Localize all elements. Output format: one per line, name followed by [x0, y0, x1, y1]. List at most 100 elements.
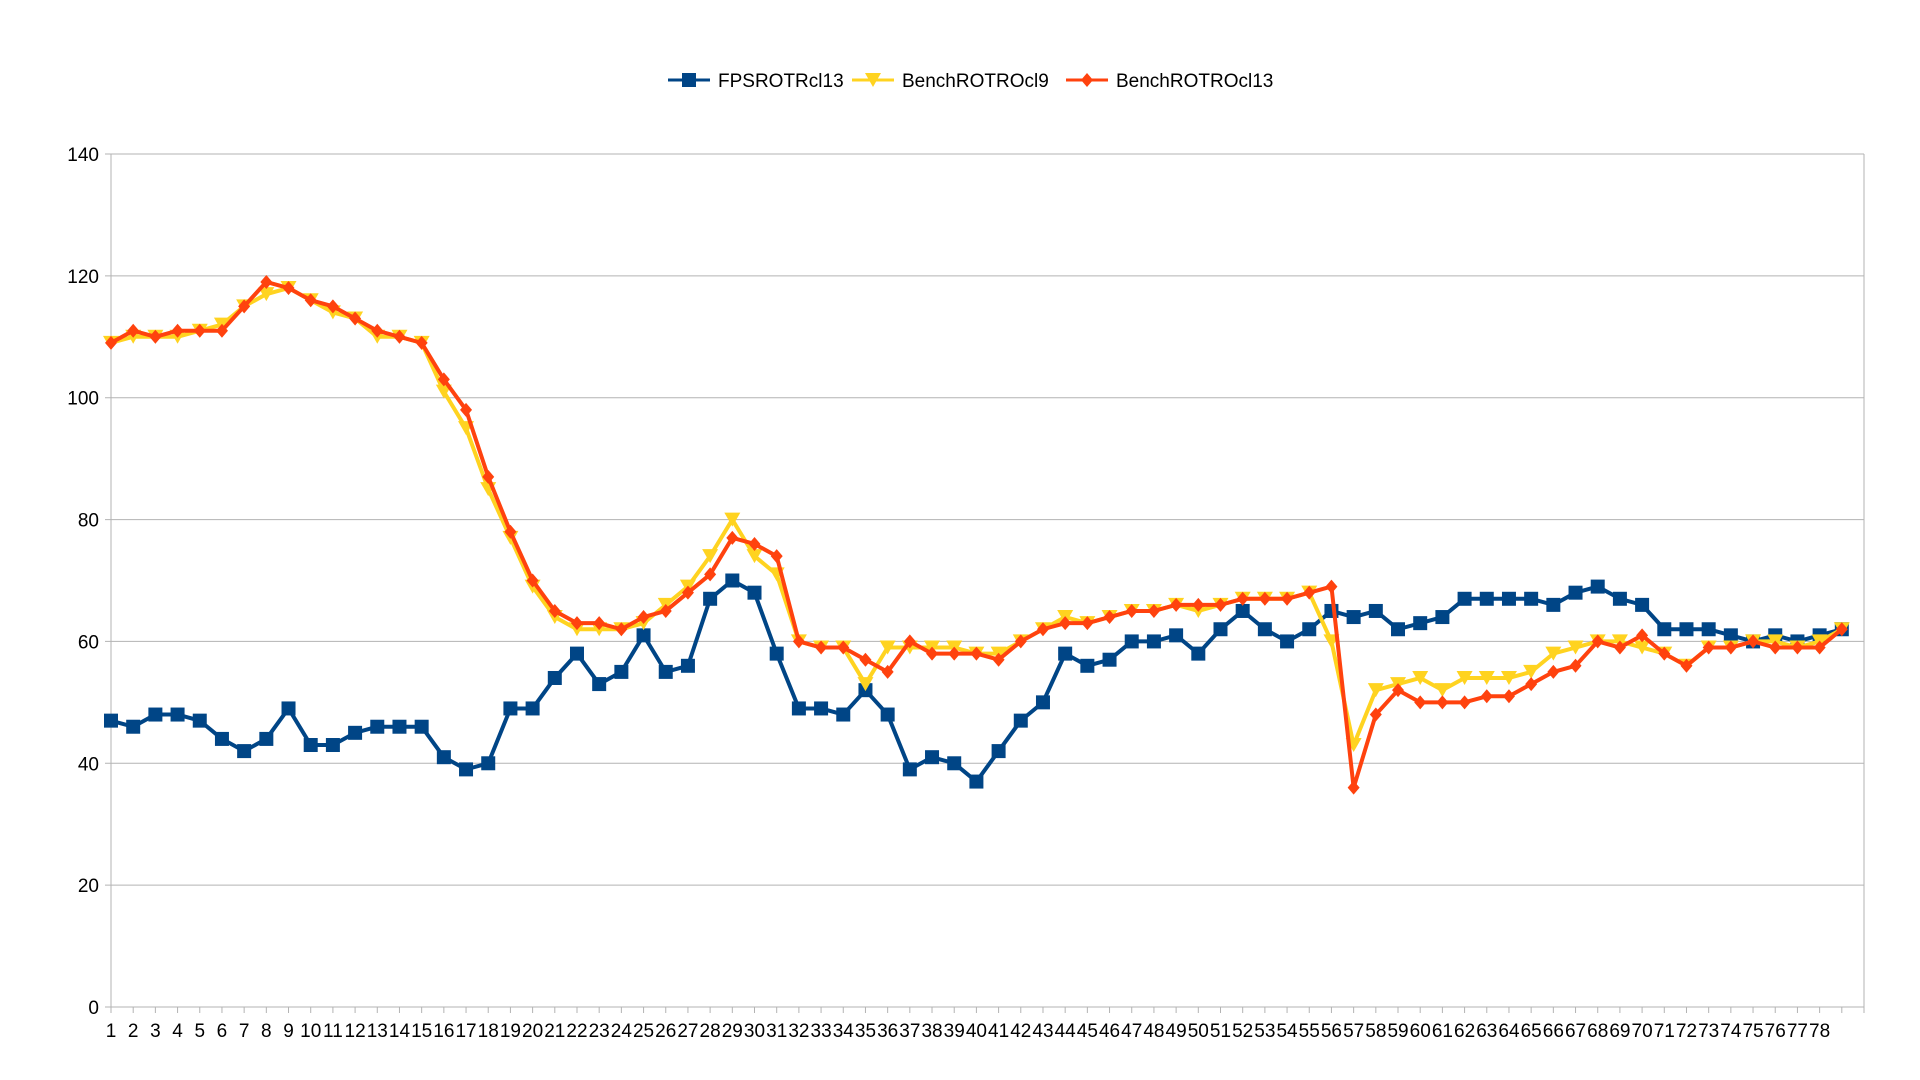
data-point — [148, 707, 163, 722]
data-point — [237, 744, 252, 759]
x-tick-label: 17 — [455, 1021, 476, 1042]
data-series — [103, 274, 1850, 795]
x-tick-label: 66 — [1543, 1021, 1564, 1042]
x-tick-label: 57 — [1343, 1021, 1364, 1042]
x-tick-label: 9 — [283, 1021, 294, 1042]
data-point — [1657, 622, 1672, 637]
x-tick-label: 75 — [1742, 1021, 1763, 1042]
x-tick-label: 47 — [1121, 1021, 1142, 1042]
data-point — [1545, 646, 1562, 661]
data-point — [1347, 780, 1360, 795]
legend-item: FPSROTRcl13 — [668, 71, 844, 92]
data-point — [902, 762, 917, 777]
data-point — [680, 658, 695, 673]
data-point — [1325, 579, 1338, 594]
data-point — [815, 640, 828, 655]
data-point — [569, 646, 584, 661]
data-point — [726, 530, 739, 545]
x-tick-label: 29 — [722, 1021, 743, 1042]
data-point — [460, 402, 473, 417]
data-point — [1500, 670, 1517, 685]
axes — [110, 154, 1865, 1013]
data-point — [525, 701, 540, 716]
data-point — [1170, 597, 1183, 612]
data-point — [1368, 603, 1383, 618]
data-point — [725, 573, 740, 588]
x-tick-label: 25 — [633, 1021, 654, 1042]
data-point — [1147, 603, 1160, 618]
x-tick-label: 6 — [217, 1021, 228, 1042]
x-tick-label: 27 — [677, 1021, 698, 1042]
series-line — [110, 578, 1843, 784]
data-point — [859, 652, 872, 667]
x-tick-label: 4 — [172, 1021, 183, 1042]
x-tick-label: 54 — [1276, 1021, 1298, 1042]
data-point — [903, 634, 916, 649]
x-tick-label: 18 — [478, 1021, 499, 1042]
x-tick-label: 58 — [1365, 1021, 1386, 1042]
data-point — [814, 701, 829, 716]
data-point — [769, 646, 784, 661]
data-point — [1369, 707, 1382, 722]
x-tick-label: 61 — [1432, 1021, 1453, 1042]
x-tick-label: 46 — [1099, 1021, 1120, 1042]
x-tick-label: 22 — [566, 1021, 587, 1042]
data-point — [281, 701, 296, 716]
data-point — [481, 756, 496, 771]
data-point — [547, 670, 562, 685]
data-point — [1658, 646, 1671, 661]
data-point — [1724, 640, 1737, 655]
data-point — [325, 738, 340, 753]
data-point — [1191, 646, 1206, 661]
data-point — [282, 281, 295, 296]
data-point — [459, 762, 474, 777]
data-point — [1546, 597, 1561, 612]
legend-marker — [1081, 73, 1093, 87]
data-point — [1081, 616, 1094, 631]
data-point — [792, 634, 805, 649]
y-tick-label: 0 — [88, 998, 99, 1019]
data-point — [1391, 622, 1406, 637]
data-point — [1392, 683, 1405, 698]
data-point — [1590, 579, 1605, 594]
data-point — [1613, 640, 1626, 655]
data-point — [724, 512, 741, 527]
x-tick-label: 8 — [261, 1021, 272, 1042]
x-tick-label: 49 — [1166, 1021, 1187, 1042]
data-point — [703, 591, 718, 606]
data-point — [1235, 603, 1250, 618]
data-point — [681, 585, 694, 600]
x-tick-label: 28 — [700, 1021, 721, 1042]
y-axis-tick-labels: 0 20 40 60 80 100 120 140 — [67, 145, 99, 1019]
x-tick-label: 55 — [1299, 1021, 1320, 1042]
data-point — [436, 750, 451, 765]
data-point — [880, 707, 895, 722]
data-point — [1635, 597, 1650, 612]
data-point — [748, 536, 761, 551]
x-tick-label: 7 — [239, 1021, 250, 1042]
data-point — [770, 549, 783, 564]
x-tick-label: 65 — [1521, 1021, 1542, 1042]
legend-marker — [865, 73, 881, 87]
data-point — [215, 323, 228, 338]
data-point — [1125, 603, 1138, 618]
y-tick-label: 100 — [67, 389, 99, 410]
data-point — [592, 677, 607, 692]
data-point — [615, 622, 628, 637]
data-point — [392, 719, 407, 734]
x-tick-label: 69 — [1609, 1021, 1630, 1042]
data-point — [1701, 622, 1716, 637]
data-point — [1456, 670, 1473, 685]
x-tick-label: 51 — [1210, 1021, 1231, 1042]
data-point — [1169, 628, 1184, 643]
data-point — [926, 646, 939, 661]
x-tick-label: 31 — [766, 1021, 787, 1042]
data-point — [1525, 677, 1538, 692]
data-point — [1547, 664, 1560, 679]
data-point — [747, 585, 762, 600]
x-tick-label: 41 — [988, 1021, 1009, 1042]
data-point — [1080, 658, 1095, 673]
data-point — [948, 646, 961, 661]
x-tick-label: 45 — [1077, 1021, 1098, 1042]
